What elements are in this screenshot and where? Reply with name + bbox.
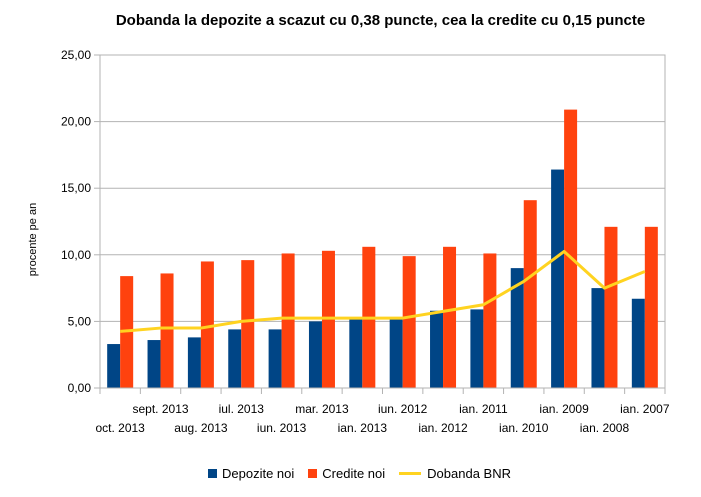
bar-depozite xyxy=(228,329,242,388)
bar-depozite xyxy=(147,340,161,388)
x-tick-label: ian. 2009 xyxy=(539,402,589,416)
x-tick-label: mar. 2013 xyxy=(295,402,349,416)
legend: Depozite noi Credite noi Dobanda BNR xyxy=(208,466,525,481)
bar-credite xyxy=(160,273,174,388)
line-series xyxy=(120,249,646,333)
legend-item-depozite: Depozite noi xyxy=(208,466,294,481)
legend-label-credite: Credite noi xyxy=(322,466,386,481)
tick-labels: 0,00 5,00 10,00 15,00 20,00 25,00 oct. 2013 sep… xyxy=(27,48,670,435)
bar-credite xyxy=(200,261,214,388)
bar-credite xyxy=(644,226,658,388)
y-tick-label: 20,00 xyxy=(61,115,91,129)
bar-depozite xyxy=(187,337,201,388)
bar-credite xyxy=(564,109,578,388)
y-tick-label: 5,00 xyxy=(68,314,92,328)
y-tick-label: 10,00 xyxy=(61,248,91,262)
legend-swatch-credite xyxy=(308,469,318,478)
bar-depozite xyxy=(551,169,565,388)
x-tick-label: iun. 2012 xyxy=(378,402,428,416)
bar-depozite xyxy=(349,318,363,388)
bar-credite xyxy=(604,226,618,388)
x-tick-label: aug. 2013 xyxy=(174,421,228,435)
bar-depozite xyxy=(470,309,484,388)
y-tick-label: 0,00 xyxy=(68,381,92,395)
y-tick-label: 15,00 xyxy=(61,181,91,195)
bar-credite xyxy=(241,260,255,388)
legend-item-credite: Credite noi xyxy=(308,466,385,481)
legend-swatch-bnr xyxy=(399,472,422,475)
x-tick-label: ian. 2008 xyxy=(580,421,630,435)
bar-depozite xyxy=(591,288,605,388)
bar-depozite xyxy=(631,298,645,388)
legend-label-bnr: Dobanda BNR xyxy=(427,466,511,481)
chart-title: Dobanda la depozite a scazut cu 0,38 pun… xyxy=(115,12,646,29)
line-dobanda-bnr xyxy=(120,249,646,333)
x-tick-label: ian. 2010 xyxy=(499,421,549,435)
bar-depozite xyxy=(430,310,444,388)
bars xyxy=(107,109,658,388)
x-tick-label: ian. 2007 xyxy=(620,402,670,416)
legend-item-bnr: Dobanda BNR xyxy=(399,466,511,481)
y-axis-label: procente pe an xyxy=(27,203,39,276)
bar-credite xyxy=(402,256,416,388)
bar-depozite xyxy=(268,329,282,388)
grid-lines xyxy=(100,54,665,389)
bar-credite xyxy=(443,246,457,388)
x-tick-label: sept. 2013 xyxy=(133,402,189,416)
bar-credite xyxy=(281,253,295,388)
bar-depozite xyxy=(107,344,121,388)
legend-label-depozite: Depozite noi xyxy=(222,466,295,481)
axes xyxy=(94,54,666,394)
x-tick-label: iun. 2013 xyxy=(257,421,307,435)
bar-depozite xyxy=(510,268,524,388)
y-tick-label: 25,00 xyxy=(61,48,91,62)
x-tick-label: ian. 2012 xyxy=(418,421,468,435)
legend-swatch-depozite xyxy=(208,469,217,478)
bar-depozite xyxy=(308,321,322,388)
x-tick-label: ian. 2013 xyxy=(338,421,388,435)
bar-credite xyxy=(523,200,537,388)
plot-frame xyxy=(99,54,666,389)
x-tick-label: iul. 2013 xyxy=(219,402,265,416)
bar-depozite xyxy=(389,318,403,388)
x-tick-label: oct. 2013 xyxy=(95,421,145,435)
bar-credite xyxy=(483,253,497,388)
x-tick-label: ian. 2011 xyxy=(459,402,508,416)
